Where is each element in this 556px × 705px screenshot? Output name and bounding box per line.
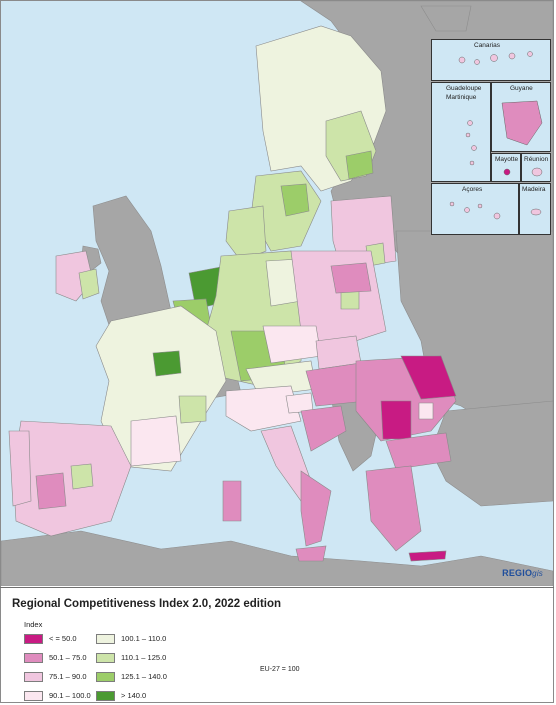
canarias-islands (458, 51, 533, 65)
legend-swatch (24, 690, 43, 701)
legend-divider (0, 587, 554, 588)
legend-label: > 140.0 (121, 691, 147, 700)
antilles-islands (465, 120, 477, 166)
inset-canarias: Canarias (431, 39, 551, 81)
legend-swatch (96, 690, 115, 701)
legend-label: 110.1 – 125.0 (121, 653, 167, 662)
inset-label-martinique: Martinique (446, 94, 477, 101)
inset-label-guyane: Guyane (510, 85, 533, 92)
map-title: Regional Competitiveness Index 2.0, 2022… (12, 598, 282, 610)
legend-label: < = 50.0 (49, 634, 77, 643)
legend-swatch (96, 671, 115, 682)
legend-item: 90.1 – 100.0 (24, 690, 91, 701)
inset-madeira: Madeira (519, 183, 551, 235)
reunion-shape (531, 167, 543, 177)
region-bulgaria (385, 432, 452, 470)
madeira-island (530, 208, 542, 216)
region-catalonia (70, 463, 94, 490)
legend-label: 75.1 – 90.0 (49, 672, 87, 681)
region-lyon (178, 395, 207, 424)
legend-item: 50.1 – 75.0 (24, 652, 87, 663)
legend-label: 125.1 – 140.0 (121, 672, 167, 681)
legend-note: EU-27 = 100 (260, 666, 300, 673)
region-romania-sw (380, 400, 412, 440)
legend-item: < = 50.0 (24, 633, 77, 644)
legend-swatch (96, 633, 115, 644)
region-poland-east (330, 262, 372, 294)
legend-item: 125.1 – 140.0 (96, 671, 167, 682)
regiogis-logo: REGIOgis (502, 568, 543, 578)
region-ireland-dublin (78, 268, 100, 300)
region-france (95, 305, 227, 472)
legend-swatch (96, 652, 115, 663)
region-italy-south (300, 470, 332, 547)
legend-item: 110.1 – 125.0 (96, 652, 166, 663)
region-denmark (225, 205, 267, 262)
region-paris (152, 350, 182, 377)
region-madrid (35, 472, 67, 510)
region-sardinia (222, 480, 242, 522)
region-poland-capital (340, 290, 360, 310)
region-bucharest (418, 402, 434, 420)
inset-label-canarias: Canarias (474, 42, 501, 49)
mayotte-shape (503, 168, 511, 176)
region-greece (365, 465, 422, 552)
region-crete (408, 550, 447, 562)
guyane-shape (501, 100, 543, 146)
region-croatia (300, 405, 347, 452)
legend-swatch (24, 633, 43, 644)
inset-guyane: Guyane (491, 82, 551, 152)
legend-label: 90.1 – 100.0 (49, 691, 91, 700)
inset-label-reunion: Réunion (524, 156, 549, 163)
region-france-south (130, 415, 182, 467)
acores-islands (449, 201, 501, 220)
logo-main: REGIO (502, 568, 533, 578)
inset-label-mayotte: Mayotte (495, 156, 519, 163)
legend-swatch (24, 671, 43, 682)
logo-suffix: gis (532, 569, 543, 578)
europe-map (1, 1, 553, 586)
region-czechia (262, 325, 322, 364)
legend-label: 100.1 – 110.0 (121, 634, 167, 643)
inset-label-acores: Açores (462, 186, 483, 193)
region-sicily (295, 545, 327, 562)
inset-label-madeira: Madeira (522, 186, 546, 193)
legend-swatch (24, 652, 43, 663)
region-italy-north (225, 385, 302, 432)
legend-item: 75.1 – 90.0 (24, 671, 87, 682)
map-area: Canarias Guadeloupe Martinique Guyane Ma… (1, 1, 553, 586)
region-stockholm (280, 183, 310, 217)
legend-index-label: Index (24, 620, 43, 629)
legend-label: 50.1 – 75.0 (49, 653, 87, 662)
region-romania-ne (400, 355, 457, 400)
region-helsinki (345, 150, 374, 180)
inset-guadeloupe-martinique: Guadeloupe Martinique (431, 82, 491, 182)
eu-regions (8, 25, 457, 562)
legend-item: > 140.0 (96, 690, 146, 701)
inset-reunion: Réunion (521, 153, 551, 182)
legend-item: 100.1 – 110.0 (96, 633, 166, 644)
inset-mayotte: Mayotte (491, 153, 521, 182)
inset-label-guadeloupe: Guadeloupe (446, 85, 482, 92)
region-portugal (8, 430, 32, 507)
inset-acores: Açores (431, 183, 519, 235)
